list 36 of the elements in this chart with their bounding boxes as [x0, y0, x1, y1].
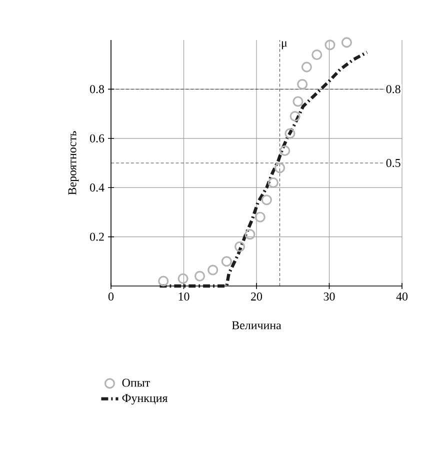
- point: [292, 96, 304, 107]
- ref-line-label: 0.8: [386, 85, 400, 94]
- point: [280, 145, 290, 156]
- point: [221, 256, 232, 267]
- point: [297, 78, 308, 90]
- x-axis-title: Величина: [232, 321, 282, 330]
- x-tick-label: 0: [108, 292, 114, 301]
- point: [268, 177, 279, 188]
- y-tick-label: 0.2: [90, 232, 104, 241]
- x-tick-label: 20: [251, 292, 262, 301]
- point: [234, 241, 246, 252]
- x-tick-label: 10: [178, 292, 190, 301]
- point: [178, 273, 188, 284]
- y-axis-title: Вероятность: [68, 131, 79, 195]
- legend-label: Опыт: [122, 378, 150, 387]
- x-tick-label: 40: [396, 292, 408, 301]
- point: [244, 229, 256, 240]
- point: [194, 270, 206, 282]
- point: [341, 37, 352, 48]
- ref-line-label: 0.5: [386, 158, 400, 168]
- point: [312, 49, 322, 60]
- point: [324, 40, 336, 50]
- ref-line-label: μ: [282, 41, 287, 50]
- point: [284, 128, 296, 139]
- point: [274, 162, 286, 174]
- point: [290, 110, 300, 122]
- point: [158, 276, 169, 286]
- x-tick-label: 30: [324, 292, 335, 301]
- legend-label: Функция: [122, 394, 168, 405]
- y-tick-label: 0.8: [90, 85, 104, 94]
- point: [254, 212, 266, 222]
- y-tick-label: 0.6: [90, 134, 104, 142]
- point: [301, 62, 312, 72]
- point: [208, 264, 218, 276]
- y-tick-label: 0.4: [90, 184, 104, 192]
- point: [261, 194, 272, 206]
